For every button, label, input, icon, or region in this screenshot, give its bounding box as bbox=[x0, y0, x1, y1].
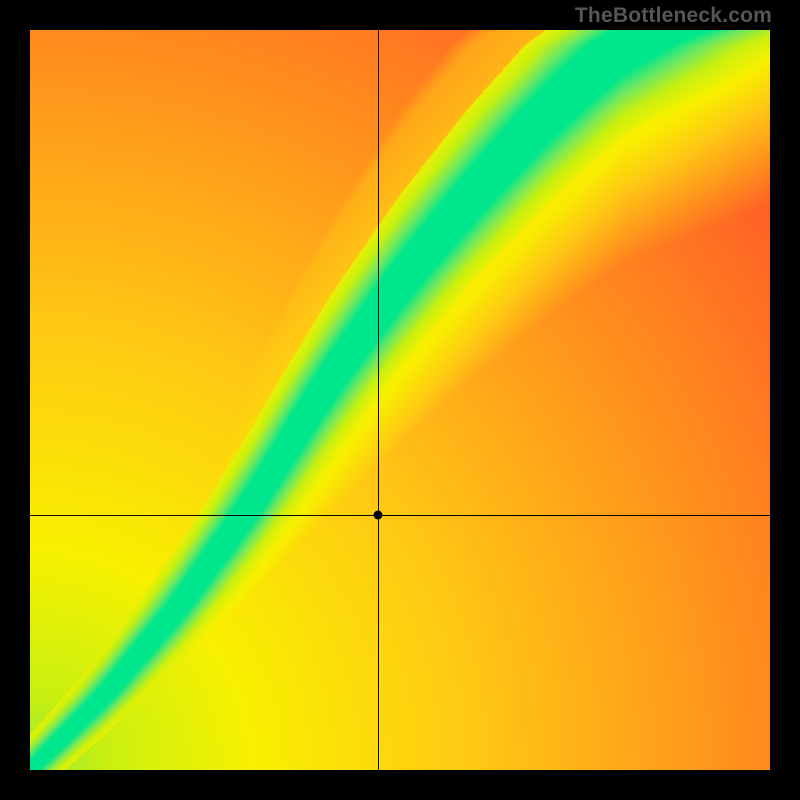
crosshair-horizontal bbox=[30, 515, 770, 516]
crosshair-marker bbox=[373, 510, 382, 519]
watermark-text: TheBottleneck.com bbox=[575, 4, 772, 28]
heatmap-canvas bbox=[30, 30, 770, 770]
chart-frame: TheBottleneck.com bbox=[0, 0, 800, 800]
crosshair-vertical bbox=[378, 30, 379, 770]
plot-area bbox=[30, 30, 770, 770]
